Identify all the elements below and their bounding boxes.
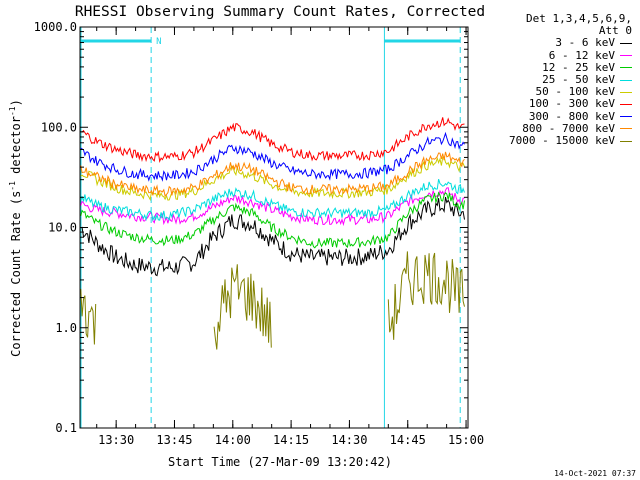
y-axis-label: Corrected Count Rate (s-1 detector-1) — [8, 99, 23, 357]
marker-group: N — [80, 27, 461, 428]
legend-entry-label: 7000 - 15000 keV — [509, 134, 615, 148]
series-25_50keV — [80, 179, 465, 222]
x-axis: 13:30 13:45 14:00 14:15 14:30 14:45 15:00 — [96, 27, 484, 447]
legend-swatch — [620, 43, 632, 44]
x-axis-label: Start Time (27-Mar-09 13:20:42) — [168, 455, 392, 469]
plot-frame — [79, 26, 469, 429]
legend-swatch — [620, 140, 632, 142]
legend-swatch — [620, 67, 632, 69]
y-axis-label-mid: detector — [9, 116, 23, 181]
legend-swatch — [620, 104, 632, 106]
legend-swatch — [620, 91, 632, 93]
legend-entry: 12 - 25 keV — [486, 60, 632, 74]
legend-entries: 3 - 6 keV 6 - 12 keV 12 - 25 keV 25 - 50 ke… — [486, 37, 632, 147]
series-line — [80, 117, 465, 164]
series-line — [80, 187, 465, 227]
series-group — [80, 117, 465, 350]
x-tick-label: 13:30 — [98, 433, 134, 447]
series-line — [80, 151, 465, 198]
legend-header-attenuator: Att 0 — [598, 24, 632, 38]
legend-entry: 50 - 100 keV — [486, 86, 632, 98]
y-tick-label: 10.0 — [48, 221, 77, 235]
series-7000_15000keV — [80, 251, 465, 350]
series-12_25keV — [80, 191, 465, 249]
x-tick-label: 14:30 — [331, 433, 367, 447]
legend-swatch — [620, 128, 632, 130]
series-line — [80, 251, 465, 350]
legend-swatch — [620, 79, 632, 81]
y-tick-label: 1000.0 — [34, 20, 77, 34]
y-axis-label-main: Corrected Count Rate (s — [9, 191, 23, 357]
x-tick-label: 14:15 — [273, 433, 309, 447]
y-axis-label-end: ) — [9, 99, 23, 106]
series-line — [80, 131, 465, 182]
legend-swatch — [620, 116, 632, 118]
x-tick-label: 14:00 — [215, 433, 251, 447]
legend-entry-label: 50 - 100 keV — [535, 85, 615, 99]
legend-header-detectors: Det 1,3,4,5,6,9, — [526, 12, 632, 25]
legend: Det 1,3,4,5,6,9, Att 0 3 - 6 keV 6 - 12 k… — [486, 12, 632, 147]
y-axis-label-exp1: -1 — [8, 181, 17, 191]
chart-title: RHESSI Observing Summary Count Rates, Co… — [75, 4, 485, 20]
legend-entry: 3 - 6 keV — [486, 37, 632, 49]
legend-entry-label: 3 - 6 keV — [555, 36, 615, 50]
night-flag-label: N — [156, 37, 161, 47]
legend-entry: 6 - 12 keV — [486, 48, 632, 62]
legend-entry: 800 - 7000 keV — [486, 121, 632, 135]
x-tick-label: 14:45 — [390, 433, 426, 447]
series-line — [80, 196, 465, 277]
series-100_300keV — [80, 117, 465, 164]
legend-entry: 25 - 50 keV — [486, 73, 632, 87]
legend-entry-label: 12 - 25 keV — [542, 60, 615, 74]
legend-entry: 7000 - 15000 keV — [486, 134, 632, 148]
legend-entry-label: 6 - 12 keV — [548, 48, 615, 62]
legend-entry-label: 25 - 50 keV — [542, 73, 615, 87]
legend-entry: 100 - 300 keV — [486, 98, 632, 110]
series-800_7000keV — [80, 151, 465, 198]
y-tick-label: 1.0 — [55, 321, 77, 335]
series-6_12keV — [80, 187, 465, 227]
y-axis-label-exp2: -1 — [8, 106, 17, 116]
series-3_6keV — [80, 196, 465, 277]
series-line — [80, 191, 465, 249]
legend-entry: 300 - 800 keV — [486, 109, 632, 123]
legend-entry-label: 300 - 800 keV — [528, 109, 615, 123]
series-300_800keV — [80, 131, 465, 182]
y-axis: 1000.0 100.0 10.0 1.0 0.1 — [34, 20, 468, 435]
x-tick-label: 15:00 — [448, 433, 484, 447]
series-line — [80, 179, 465, 222]
x-tick-label: 13:45 — [156, 433, 192, 447]
legend-swatch — [620, 55, 632, 57]
y-tick-label: 100.0 — [41, 120, 77, 134]
legend-entry-label: 100 - 300 keV — [528, 97, 615, 111]
legend-entry-label: 800 - 7000 keV — [522, 121, 615, 135]
y-tick-label: 0.1 — [55, 421, 77, 435]
generation-timestamp: 14-Oct-2021 07:37 — [554, 469, 636, 478]
